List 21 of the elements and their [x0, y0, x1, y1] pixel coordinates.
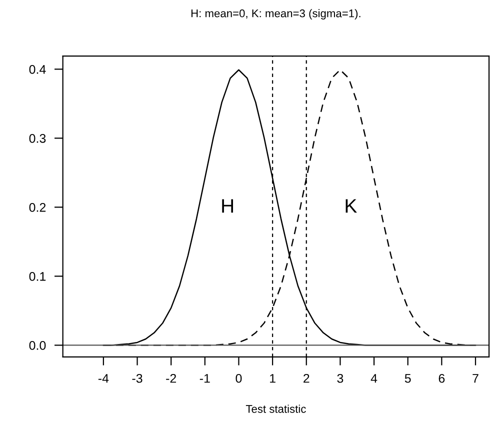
x-tick-label: -4: [98, 374, 109, 383]
x-axis-title: Test statistic: [246, 404, 306, 413]
chart-title: H: mean=0, K: mean=3 (sigma=1).: [191, 9, 360, 20]
y-tick-label: 0.1: [29, 272, 46, 281]
x-tick-label: 0: [236, 374, 242, 383]
y-tick-label: 0.4: [29, 64, 46, 74]
x-tick-label: 2: [304, 374, 310, 383]
y-tick-label: 0.3: [29, 134, 46, 143]
y-tick-label: 0.2: [29, 203, 46, 212]
x-tick-label: 7: [472, 374, 478, 383]
x-tick-label: -3: [132, 374, 142, 383]
x-tick-label: -1: [200, 374, 210, 383]
x-tick-label: 4: [370, 374, 378, 383]
x-tick-label: 1: [270, 374, 276, 383]
series-label: H: [222, 199, 234, 213]
series-label: K: [346, 199, 357, 213]
y-tick-label: 0.0: [29, 341, 46, 350]
x-tick-label: 3: [337, 374, 344, 383]
x-tick-label: -2: [166, 374, 176, 383]
x-tick-label: 5: [404, 374, 411, 383]
x-tick-label: 6: [438, 374, 445, 383]
